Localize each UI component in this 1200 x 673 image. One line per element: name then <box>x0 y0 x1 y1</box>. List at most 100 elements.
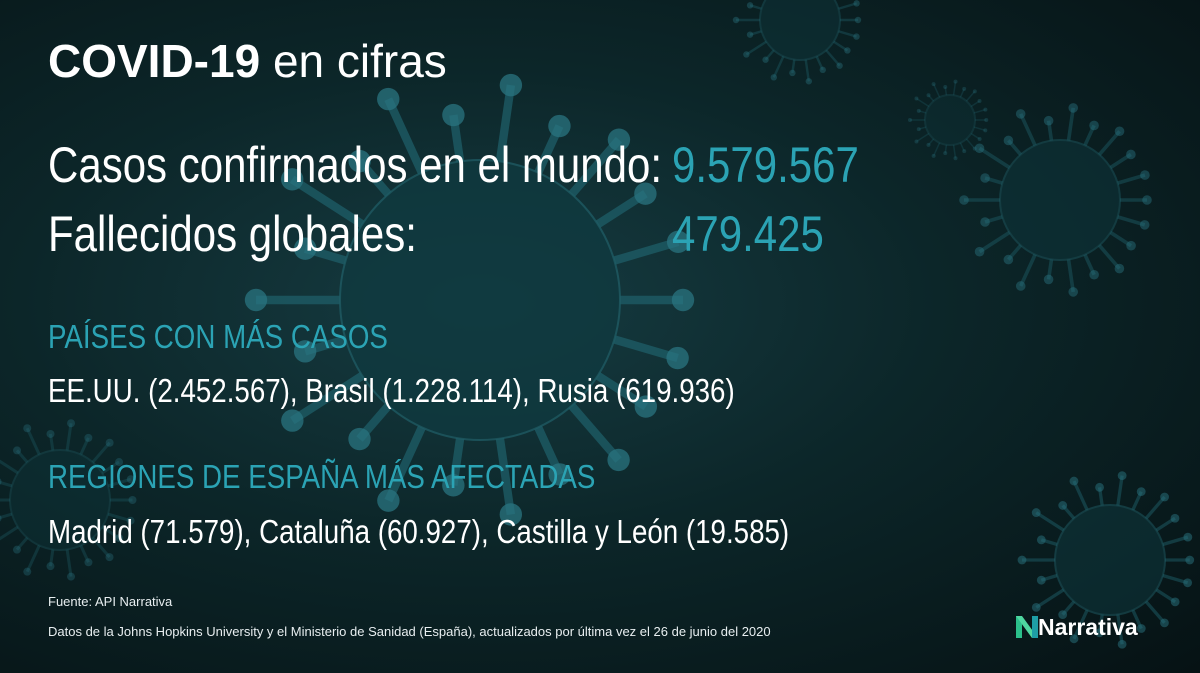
virus-decoration <box>280 168 304 191</box>
virus-decoration <box>1066 107 1076 141</box>
virus-decoration <box>1140 170 1150 180</box>
virus-decoration <box>13 446 22 455</box>
virus-decoration <box>953 156 958 161</box>
virus-decoration <box>499 503 523 526</box>
virus-decoration <box>101 525 121 540</box>
virus-decoration <box>1095 482 1104 492</box>
stat-value: 479.425 <box>672 206 824 262</box>
virus-decoration <box>1036 535 1046 545</box>
virus-decoration <box>0 480 13 488</box>
virus-decoration <box>1043 115 1054 126</box>
virus-decoration <box>853 33 860 40</box>
virus-decoration <box>1095 628 1104 638</box>
virus-decoration <box>1019 253 1037 287</box>
virus-decoration <box>67 419 76 428</box>
virus-decoration <box>978 146 1011 170</box>
virus-decoration <box>1160 618 1169 628</box>
virus-decoration <box>1170 513 1180 523</box>
virus-decoration <box>634 182 657 205</box>
virus-decoration <box>952 81 957 96</box>
virus-decoration <box>959 88 965 98</box>
virus-decoration <box>916 132 930 143</box>
virus-decoration <box>916 127 921 132</box>
virus-decoration <box>84 433 93 442</box>
section-text: EE.UU. (2.452.567), Brasil (1.228.114), … <box>48 372 735 409</box>
virus-decoration <box>974 143 985 154</box>
virus-decoration <box>15 536 29 551</box>
virus-decoration <box>499 73 523 97</box>
logo-text: Narrativa <box>1038 614 1138 640</box>
virus-decoration <box>833 40 849 52</box>
virus-decoration <box>914 96 919 101</box>
virus-decoration <box>1097 130 1121 156</box>
virus-decoration <box>791 59 796 74</box>
virus-decoration <box>126 516 135 525</box>
virus-decoration <box>838 2 857 10</box>
virus-decoration <box>1126 149 1136 160</box>
virus-decoration <box>983 107 988 112</box>
virus-decoration <box>844 47 851 54</box>
virus-decoration <box>1058 610 1068 620</box>
virus-decoration <box>442 103 465 127</box>
virus-decoration <box>91 536 111 559</box>
virus-decoration <box>918 126 927 130</box>
virus-decoration <box>926 93 931 98</box>
section-text: Madrid (71.579), Cataluña (60.927), Cast… <box>48 513 790 550</box>
source: Fuente: API Narrativa <box>48 594 173 609</box>
virus-decoration <box>1066 259 1075 293</box>
virus-decoration <box>965 138 976 150</box>
virus-decoration <box>977 99 982 104</box>
virus-decoration <box>23 424 32 433</box>
virus-decoration <box>1083 253 1096 276</box>
virus-decoration <box>12 545 21 554</box>
virus-decoration <box>932 83 941 98</box>
virus-decoration <box>634 395 658 418</box>
logo: Narrativa <box>1016 614 1138 641</box>
virus-decoration <box>1097 244 1121 270</box>
virus-decoration <box>293 340 317 363</box>
virus-decoration <box>1142 195 1152 205</box>
virus-decoration <box>836 62 843 69</box>
virus-decoration <box>0 525 19 541</box>
virus-decoration <box>1072 609 1089 640</box>
virus-decoration <box>1126 240 1136 251</box>
virus-decoration <box>1072 480 1089 511</box>
virus-decoration <box>568 403 622 463</box>
virus-decoration <box>495 437 515 516</box>
virus-decoration <box>972 146 977 151</box>
virus-decoration <box>962 86 967 91</box>
virus-decoration <box>9 449 111 551</box>
virus-decoration <box>105 438 114 447</box>
virus-decoration <box>46 562 55 571</box>
title: COVID-19 en cifras <box>48 34 447 88</box>
virus-decoration <box>1083 124 1096 147</box>
virus-decoration <box>916 97 930 108</box>
stat-label: Fallecidos globales: <box>48 206 417 262</box>
virus-decoration <box>568 136 623 197</box>
virus-decoration <box>984 176 1003 185</box>
virus-decoration <box>1117 471 1127 480</box>
virus-decoration <box>978 230 1011 254</box>
virus-decoration <box>1144 495 1166 520</box>
virus-decoration <box>770 74 778 81</box>
virus-decoration <box>1003 254 1014 265</box>
virus-decoration <box>999 139 1121 261</box>
virus-decoration <box>943 84 948 89</box>
virus-decoration <box>1069 634 1079 644</box>
virus-decoration <box>1116 475 1124 506</box>
virus-decoration <box>348 427 371 451</box>
virus-decoration <box>965 90 976 102</box>
virus-decoration <box>1069 476 1079 486</box>
virus-decoration <box>1116 614 1124 645</box>
virus-decoration <box>348 149 371 173</box>
virus-decoration <box>984 118 989 122</box>
virus-decoration <box>805 78 813 85</box>
virus-decoration <box>1058 501 1068 510</box>
virus-decoration <box>1068 103 1079 113</box>
virus-decoration <box>1035 511 1065 532</box>
virus-decoration <box>126 475 135 484</box>
virus-decoration <box>1046 259 1054 280</box>
virus-decoration <box>1183 578 1193 588</box>
virus-decoration <box>970 132 981 140</box>
